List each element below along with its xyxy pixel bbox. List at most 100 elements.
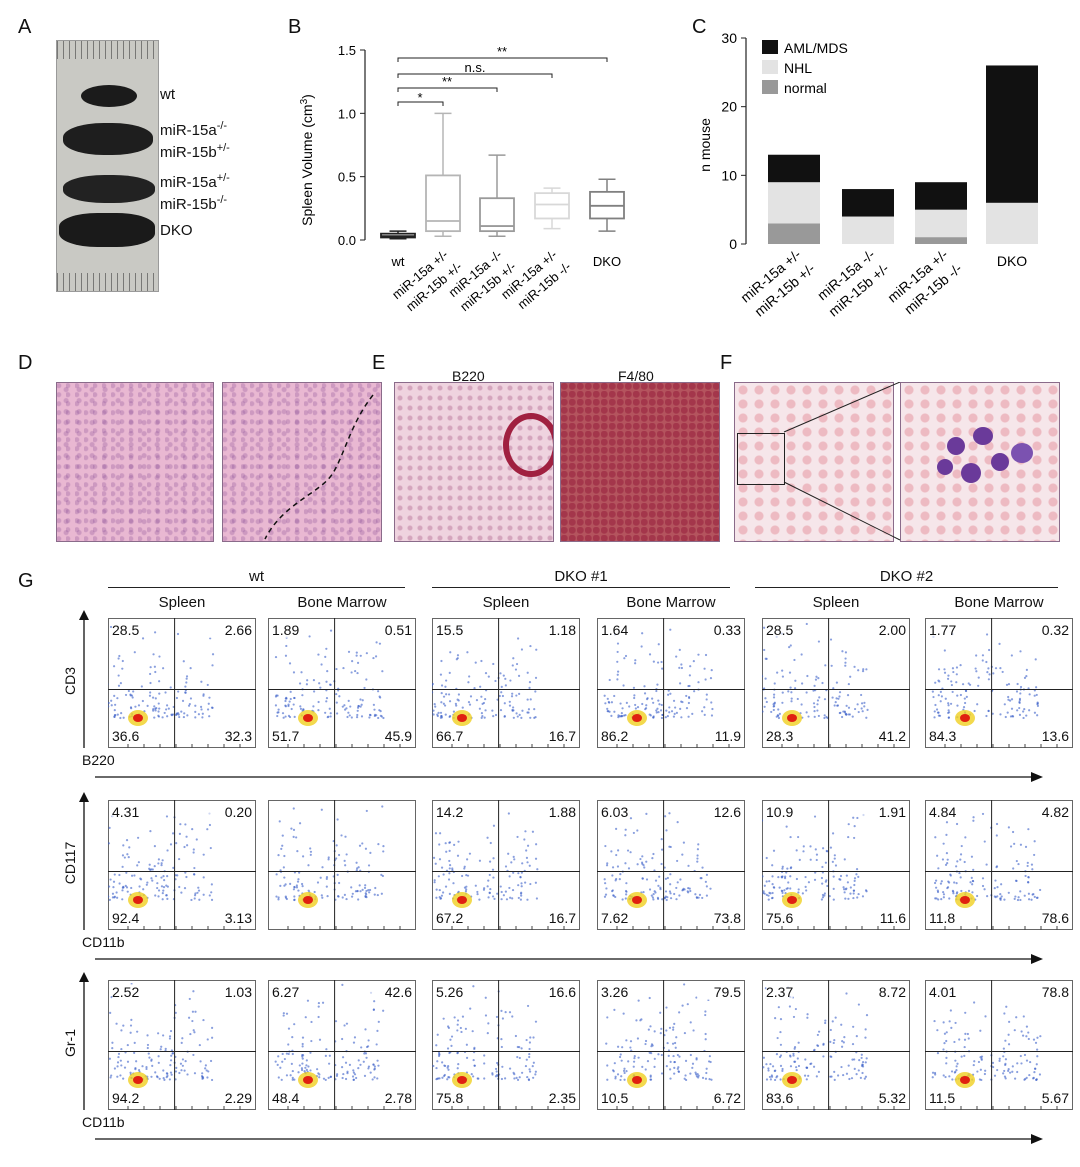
event-dot — [318, 1073, 321, 1076]
event-dot — [211, 706, 214, 709]
event-dot — [1028, 693, 1031, 696]
event-dot — [335, 857, 338, 860]
event-dot — [711, 707, 714, 711]
event-dot — [120, 712, 123, 715]
event-dot — [521, 862, 524, 865]
event-dot — [373, 1000, 376, 1003]
event-dot — [933, 710, 936, 713]
event-dot — [991, 712, 994, 715]
event-dot — [360, 1046, 363, 1049]
event-dot — [943, 668, 946, 671]
event-dot — [504, 677, 507, 680]
event-dot — [208, 696, 211, 699]
event-dot — [805, 1066, 808, 1069]
event-dot — [153, 864, 156, 868]
event-dot — [649, 1074, 652, 1077]
event-dot — [516, 1078, 520, 1081]
quadrant-lr: 6.72 — [697, 1090, 741, 1106]
y-arrow-head — [79, 610, 89, 620]
event-dot — [950, 1070, 954, 1073]
event-dot — [815, 675, 818, 678]
event-dot — [669, 1060, 672, 1063]
event-dot — [445, 679, 448, 682]
event-dot — [956, 860, 959, 863]
event-dot — [335, 667, 338, 671]
event-dot — [210, 1078, 214, 1082]
event-dot — [779, 1043, 783, 1046]
quadrant-ul: 15.5 — [436, 622, 464, 638]
event-dot — [953, 881, 956, 884]
event-dot — [285, 1074, 289, 1077]
event-dot — [831, 1020, 834, 1023]
quadrant-lr: 11.6 — [862, 910, 906, 926]
event-dot — [934, 681, 937, 684]
event-dot — [356, 890, 359, 893]
event-dot — [796, 697, 799, 701]
event-dot — [980, 1055, 984, 1058]
event-dot — [476, 890, 479, 894]
event-dot — [358, 884, 361, 887]
event-dot — [280, 847, 283, 850]
event-dot — [636, 706, 640, 709]
event-dot — [210, 891, 213, 894]
quadrant-lr: 32.3 — [208, 728, 252, 744]
event-dot — [765, 880, 768, 883]
event-dot — [372, 1008, 375, 1011]
event-dot — [652, 701, 655, 704]
event-dot — [512, 871, 515, 874]
y-tick-label: 0.5 — [338, 170, 356, 185]
quadrant-ll: 36.6 — [112, 728, 140, 744]
quadrant-ur: 0.33 — [697, 622, 741, 638]
event-dot — [317, 653, 320, 656]
event-dot — [113, 1067, 116, 1070]
event-dot — [183, 1069, 186, 1072]
event-dot — [776, 1075, 779, 1078]
event-dot — [432, 691, 434, 694]
event-dot — [350, 886, 353, 889]
event-dot — [633, 696, 636, 700]
event-dot — [768, 1075, 772, 1079]
event-dot — [493, 897, 496, 900]
event-dot — [771, 864, 774, 867]
event-dot — [675, 655, 678, 658]
event-dot — [289, 690, 292, 693]
event-dot — [448, 892, 451, 895]
event-dot — [162, 667, 165, 670]
event-dot — [356, 867, 359, 870]
event-dot — [830, 1055, 833, 1058]
event-dot — [1025, 1025, 1029, 1028]
event-dot — [931, 690, 934, 693]
event-dot — [302, 708, 305, 712]
event-dot — [823, 698, 827, 701]
event-dot — [950, 683, 953, 687]
event-dot — [288, 662, 292, 665]
event-dot — [987, 667, 990, 670]
event-dot — [804, 875, 807, 879]
flow-plot — [925, 800, 1073, 930]
event-dot — [991, 1061, 995, 1064]
event-dot — [145, 1065, 148, 1069]
event-dot — [532, 1061, 535, 1064]
event-dot — [307, 864, 310, 867]
event-dot — [790, 691, 793, 694]
event-dot — [620, 1059, 623, 1062]
event-dot — [954, 1021, 957, 1025]
event-dot — [121, 854, 125, 857]
event-dot — [492, 715, 495, 718]
event-dot — [309, 1051, 312, 1054]
event-dot — [531, 1065, 534, 1068]
density-core — [133, 1076, 143, 1084]
event-dot — [983, 840, 986, 843]
event-dot — [501, 1065, 504, 1068]
event-dot — [689, 665, 692, 668]
event-dot — [800, 703, 803, 706]
event-dot — [619, 702, 622, 705]
event-dot — [663, 866, 666, 869]
event-dot — [665, 1006, 668, 1009]
event-dot — [1033, 895, 1036, 898]
plot-frame — [597, 980, 745, 1110]
event-dot — [157, 702, 160, 705]
event-dot — [194, 704, 197, 707]
event-dot — [860, 693, 863, 697]
event-dot — [432, 684, 433, 687]
